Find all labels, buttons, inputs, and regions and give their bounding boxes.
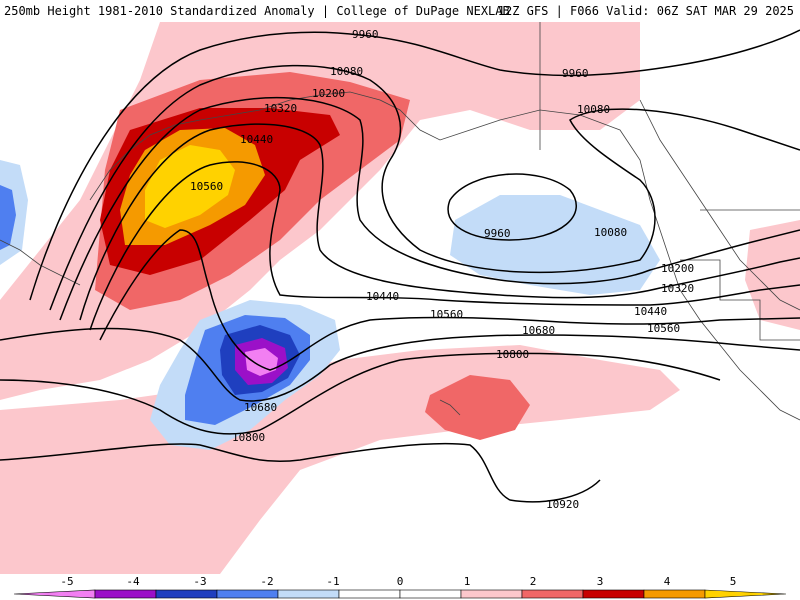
positive-anomaly-area (145, 145, 235, 228)
colorbar-swatches (13, 589, 787, 599)
colorbar-swatch (338, 589, 401, 599)
colorbar-tick-label: -2 (260, 575, 273, 588)
negative-anomaly-area (0, 185, 16, 250)
colorbar-swatch (582, 589, 645, 599)
coastlines (0, 22, 800, 421)
contour-label: 10800 (496, 348, 529, 361)
contour-9960 (447, 173, 577, 241)
contour-label: 10440 (240, 133, 273, 146)
positive-anomaly-area (745, 220, 800, 330)
contour-label: 10200 (661, 262, 694, 275)
contour-10320 (79, 123, 800, 321)
colorbar-swatch (399, 589, 462, 599)
contour-label: 10320 (661, 282, 694, 295)
colorbar-labels: -5 -4 -3 -2 -1 0 1 2 3 4 5 (60, 575, 736, 588)
contour-10200 (59, 96, 800, 321)
negative-anomaly-area (450, 195, 660, 295)
anomaly-colorbar: -5 -4 -3 -2 -1 0 1 2 3 4 5 (0, 574, 800, 600)
colorbar-tick-label: 3 (597, 575, 604, 588)
contour-label: 10320 (264, 102, 297, 115)
contour-label: 9960 (484, 227, 511, 240)
contour-label: 10680 (244, 401, 277, 414)
contour-label: 10560 (647, 322, 680, 335)
contour-10800 (0, 352, 721, 435)
anomaly-map: 9960 9960 9960 10080 10080 10080 10200 1… (0, 22, 800, 574)
contour-label: 10680 (522, 324, 555, 337)
contour-label: 10800 (232, 431, 265, 444)
contour-label: 10080 (594, 226, 627, 239)
colorbar-swatch (155, 589, 218, 599)
contour-label: 9960 (352, 28, 379, 41)
colorbar-tick-label: 0 (397, 575, 404, 588)
colorbar-tick-label: -5 (60, 575, 73, 588)
colorbar-swatch (277, 589, 340, 599)
contour-label: 10560 (190, 180, 223, 193)
colorbar-tick-label: -4 (126, 575, 140, 588)
colorbar-tick-label: 4 (664, 575, 671, 588)
map-header: 250mb Height 1981-2010 Standardized Anom… (0, 0, 800, 23)
contour-label: 10080 (330, 65, 363, 78)
contour-label: 10080 (577, 103, 610, 116)
contour-label: 10560 (430, 308, 463, 321)
colorbar-swatch (521, 589, 584, 599)
contour-10560 (99, 229, 800, 371)
contour-10920 (0, 442, 601, 503)
contour-label: 9960 (562, 67, 589, 80)
contour-label: 10440 (634, 305, 667, 318)
map-title: 250mb Height 1981-2010 Standardized Anom… (4, 4, 510, 18)
colorbar-tick-label: 1 (464, 575, 471, 588)
contour-9960 (29, 29, 800, 301)
colorbar-swatch (13, 589, 96, 599)
contour-10680 (0, 327, 800, 402)
colorbar-swatch (94, 589, 157, 599)
colorbar-tick-label: 5 (730, 575, 737, 588)
contour-label: 10200 (312, 87, 345, 100)
contour-10440 (89, 161, 800, 331)
contour-10080 (49, 64, 800, 311)
colorbar-tick-label: 2 (530, 575, 537, 588)
contour-label: 10440 (366, 290, 399, 303)
height-contours (0, 29, 800, 503)
colorbar-swatch (460, 589, 523, 599)
positive-anomaly-area (425, 375, 530, 440)
negative-anomaly-area (245, 348, 278, 376)
colorbar-tick-label: -1 (326, 575, 339, 588)
contour-label: 10920 (546, 498, 579, 511)
contour-labels: 9960 9960 9960 10080 10080 10080 10200 1… (190, 28, 694, 511)
model-run-info: 12Z GFS | F066 Valid: 06Z SAT MAR 29 202… (497, 4, 794, 18)
colorbar-tick-label: -3 (193, 575, 206, 588)
colorbar-swatch (704, 589, 787, 599)
colorbar-swatch (643, 589, 706, 599)
anomaly-shading (0, 22, 800, 574)
colorbar-swatch (216, 589, 279, 599)
